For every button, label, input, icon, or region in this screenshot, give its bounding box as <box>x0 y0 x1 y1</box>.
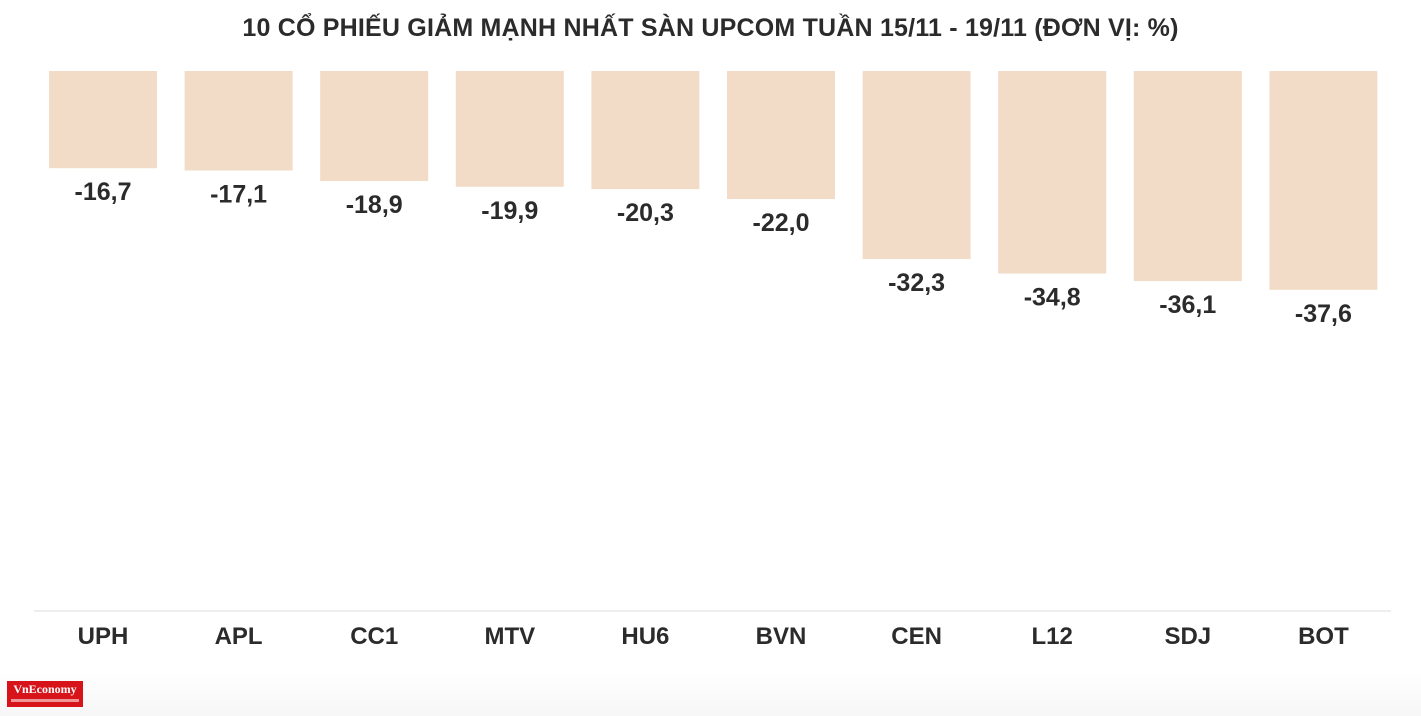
value-label-mtv: -19,9 <box>481 197 538 225</box>
value-label-cen: -32,3 <box>888 269 945 297</box>
bar-bot <box>1269 71 1378 290</box>
bar-cen <box>862 71 971 259</box>
value-label-bot: -37,6 <box>1295 300 1352 328</box>
value-label-uph: -16,7 <box>75 178 132 206</box>
category-label-cc1: CC1 <box>350 623 398 650</box>
category-label-bot: BOT <box>1298 623 1349 650</box>
category-label-sdj: SDJ <box>1164 623 1211 650</box>
category-label-cen: CEN <box>891 623 942 650</box>
logo-text: VnEconomy <box>13 682 77 696</box>
category-label-apl: APL <box>215 623 263 650</box>
bar-l12 <box>998 71 1107 274</box>
bar-sdj <box>1133 71 1242 282</box>
category-label-mtv: MTV <box>484 623 535 650</box>
value-label-cc1: -18,9 <box>346 191 403 219</box>
bar-cc1 <box>320 71 429 181</box>
category-label-hu6: HU6 <box>621 623 669 650</box>
footer-band <box>0 672 1421 716</box>
category-label-l12: L12 <box>1032 623 1073 650</box>
category-label-bvn: BVN <box>756 623 807 650</box>
value-label-l12: -34,8 <box>1024 284 1081 312</box>
value-label-bvn: -22,0 <box>753 209 810 237</box>
bar-mtv <box>455 71 564 187</box>
value-label-hu6: -20,3 <box>617 199 674 227</box>
bar-bvn <box>727 71 835 200</box>
bar-chart: -16,7 UPH -17,1 APL -18,9 CC1 -19,9 MTV -20,3 HU6… <box>34 71 1391 650</box>
chart-title: 10 CỔ PHIẾU GIẢM MẠNH NHẤT SÀN UPCOM TUẦ… <box>242 14 1179 42</box>
bar-hu6 <box>591 71 700 190</box>
bar-apl <box>184 71 293 171</box>
value-label-sdj: -36,1 <box>1159 291 1216 319</box>
category-label-uph: UPH <box>78 623 129 650</box>
bar-uph <box>49 71 157 169</box>
logo-tagline-strip <box>11 699 79 702</box>
value-label-apl: -17,1 <box>210 181 267 209</box>
vneconomy-logo: VnEconomy <box>7 681 83 707</box>
